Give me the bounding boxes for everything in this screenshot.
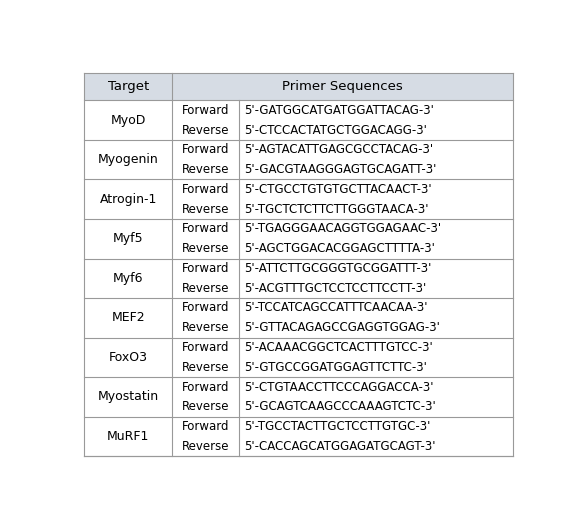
Text: 5'-TGAGGGAACAGGTGGAGAAC-3': 5'-TGAGGGAACAGGTGGAGAAC-3'	[244, 222, 441, 235]
Text: Atrogin-1: Atrogin-1	[100, 193, 157, 206]
Text: Reverse: Reverse	[182, 400, 229, 413]
Text: 5'-CTGCCTGTGTGCTTACAACT-3': 5'-CTGCCTGTGTGCTTACAACT-3'	[244, 183, 432, 196]
Text: 5'-CTCCACTATGCTGGACAGG-3': 5'-CTCCACTATGCTGGACAGG-3'	[244, 124, 427, 137]
Text: Forward: Forward	[182, 144, 229, 156]
Text: 5'-ACGTTTGCTCCTCCTTCCTT-3': 5'-ACGTTTGCTCCTCCTTCCTT-3'	[244, 282, 426, 294]
Text: 5'-GATGGCATGATGGATTACAG-3': 5'-GATGGCATGATGGATTACAG-3'	[244, 104, 434, 117]
Text: 5'-CACCAGCATGGAGATGCAGT-3': 5'-CACCAGCATGGAGATGCAGT-3'	[244, 440, 436, 453]
Text: Reverse: Reverse	[182, 124, 229, 137]
Text: Reverse: Reverse	[182, 203, 229, 216]
Text: Forward: Forward	[182, 262, 229, 275]
Text: Myf5: Myf5	[113, 232, 143, 245]
Text: Myogenin: Myogenin	[98, 153, 159, 166]
Text: 5'-ACAAACGGCTCACTTTGTCC-3': 5'-ACAAACGGCTCACTTTGTCC-3'	[244, 341, 433, 354]
Text: 5'-GTTACAGAGCCGAGGTGGAG-3': 5'-GTTACAGAGCCGAGGTGGAG-3'	[244, 321, 440, 334]
Text: Forward: Forward	[182, 301, 229, 314]
Text: Forward: Forward	[182, 104, 229, 117]
Bar	[84, 101, 514, 456]
Text: 5'-GTGCCGGATGGAGTTCTTC-3': 5'-GTGCCGGATGGAGTTCTTC-3'	[244, 361, 427, 374]
Text: Reverse: Reverse	[182, 163, 229, 176]
Text: MuRF1: MuRF1	[107, 430, 149, 443]
Text: Reverse: Reverse	[182, 361, 229, 374]
Text: FoxO3: FoxO3	[108, 351, 147, 364]
Text: Forward: Forward	[182, 420, 229, 433]
Text: Forward: Forward	[182, 380, 229, 394]
Text: Forward: Forward	[182, 183, 229, 196]
Text: Target: Target	[107, 80, 149, 93]
Bar	[84, 73, 514, 101]
Text: Reverse: Reverse	[182, 242, 229, 255]
Text: Myf6: Myf6	[113, 272, 143, 285]
Text: Myostatin: Myostatin	[97, 390, 159, 403]
Text: 5'-TCCATCAGCCATTTCAACAA-3': 5'-TCCATCAGCCATTTCAACAA-3'	[244, 301, 427, 314]
Text: 5'-CTGTAACCTTCCCAGGACCA-3': 5'-CTGTAACCTTCCCAGGACCA-3'	[244, 380, 434, 394]
Text: 5'-TGCCTACTTGCTCCTTGTGC-3': 5'-TGCCTACTTGCTCCTTGTGC-3'	[244, 420, 430, 433]
Text: 5'-AGTACATTGAGCGCCTACAG-3': 5'-AGTACATTGAGCGCCTACAG-3'	[244, 144, 433, 156]
Text: Reverse: Reverse	[182, 440, 229, 453]
Text: MEF2: MEF2	[111, 311, 145, 324]
Text: Forward: Forward	[182, 222, 229, 235]
Text: Primer Sequences: Primer Sequences	[282, 80, 403, 93]
Text: 5'-ATTCTTGCGGGTGCGGATTT-3': 5'-ATTCTTGCGGGTGCGGATTT-3'	[244, 262, 431, 275]
Text: 5'-GACGTAAGGGAGTGCAGATT-3': 5'-GACGTAAGGGAGTGCAGATT-3'	[244, 163, 437, 176]
Text: Forward: Forward	[182, 341, 229, 354]
Text: Reverse: Reverse	[182, 282, 229, 294]
Text: 5'-TGCTCTCTTCTTGGGTAACA-3': 5'-TGCTCTCTTCTTGGGTAACA-3'	[244, 203, 429, 216]
Text: 5'-GCAGTCAAGCCCAAAGTCTC-3': 5'-GCAGTCAAGCCCAAAGTCTC-3'	[244, 400, 436, 413]
Text: 5'-AGCTGGACACGGAGCTTTTA-3': 5'-AGCTGGACACGGAGCTTTTA-3'	[244, 242, 435, 255]
Text: Reverse: Reverse	[182, 321, 229, 334]
Text: MyoD: MyoD	[111, 114, 146, 127]
